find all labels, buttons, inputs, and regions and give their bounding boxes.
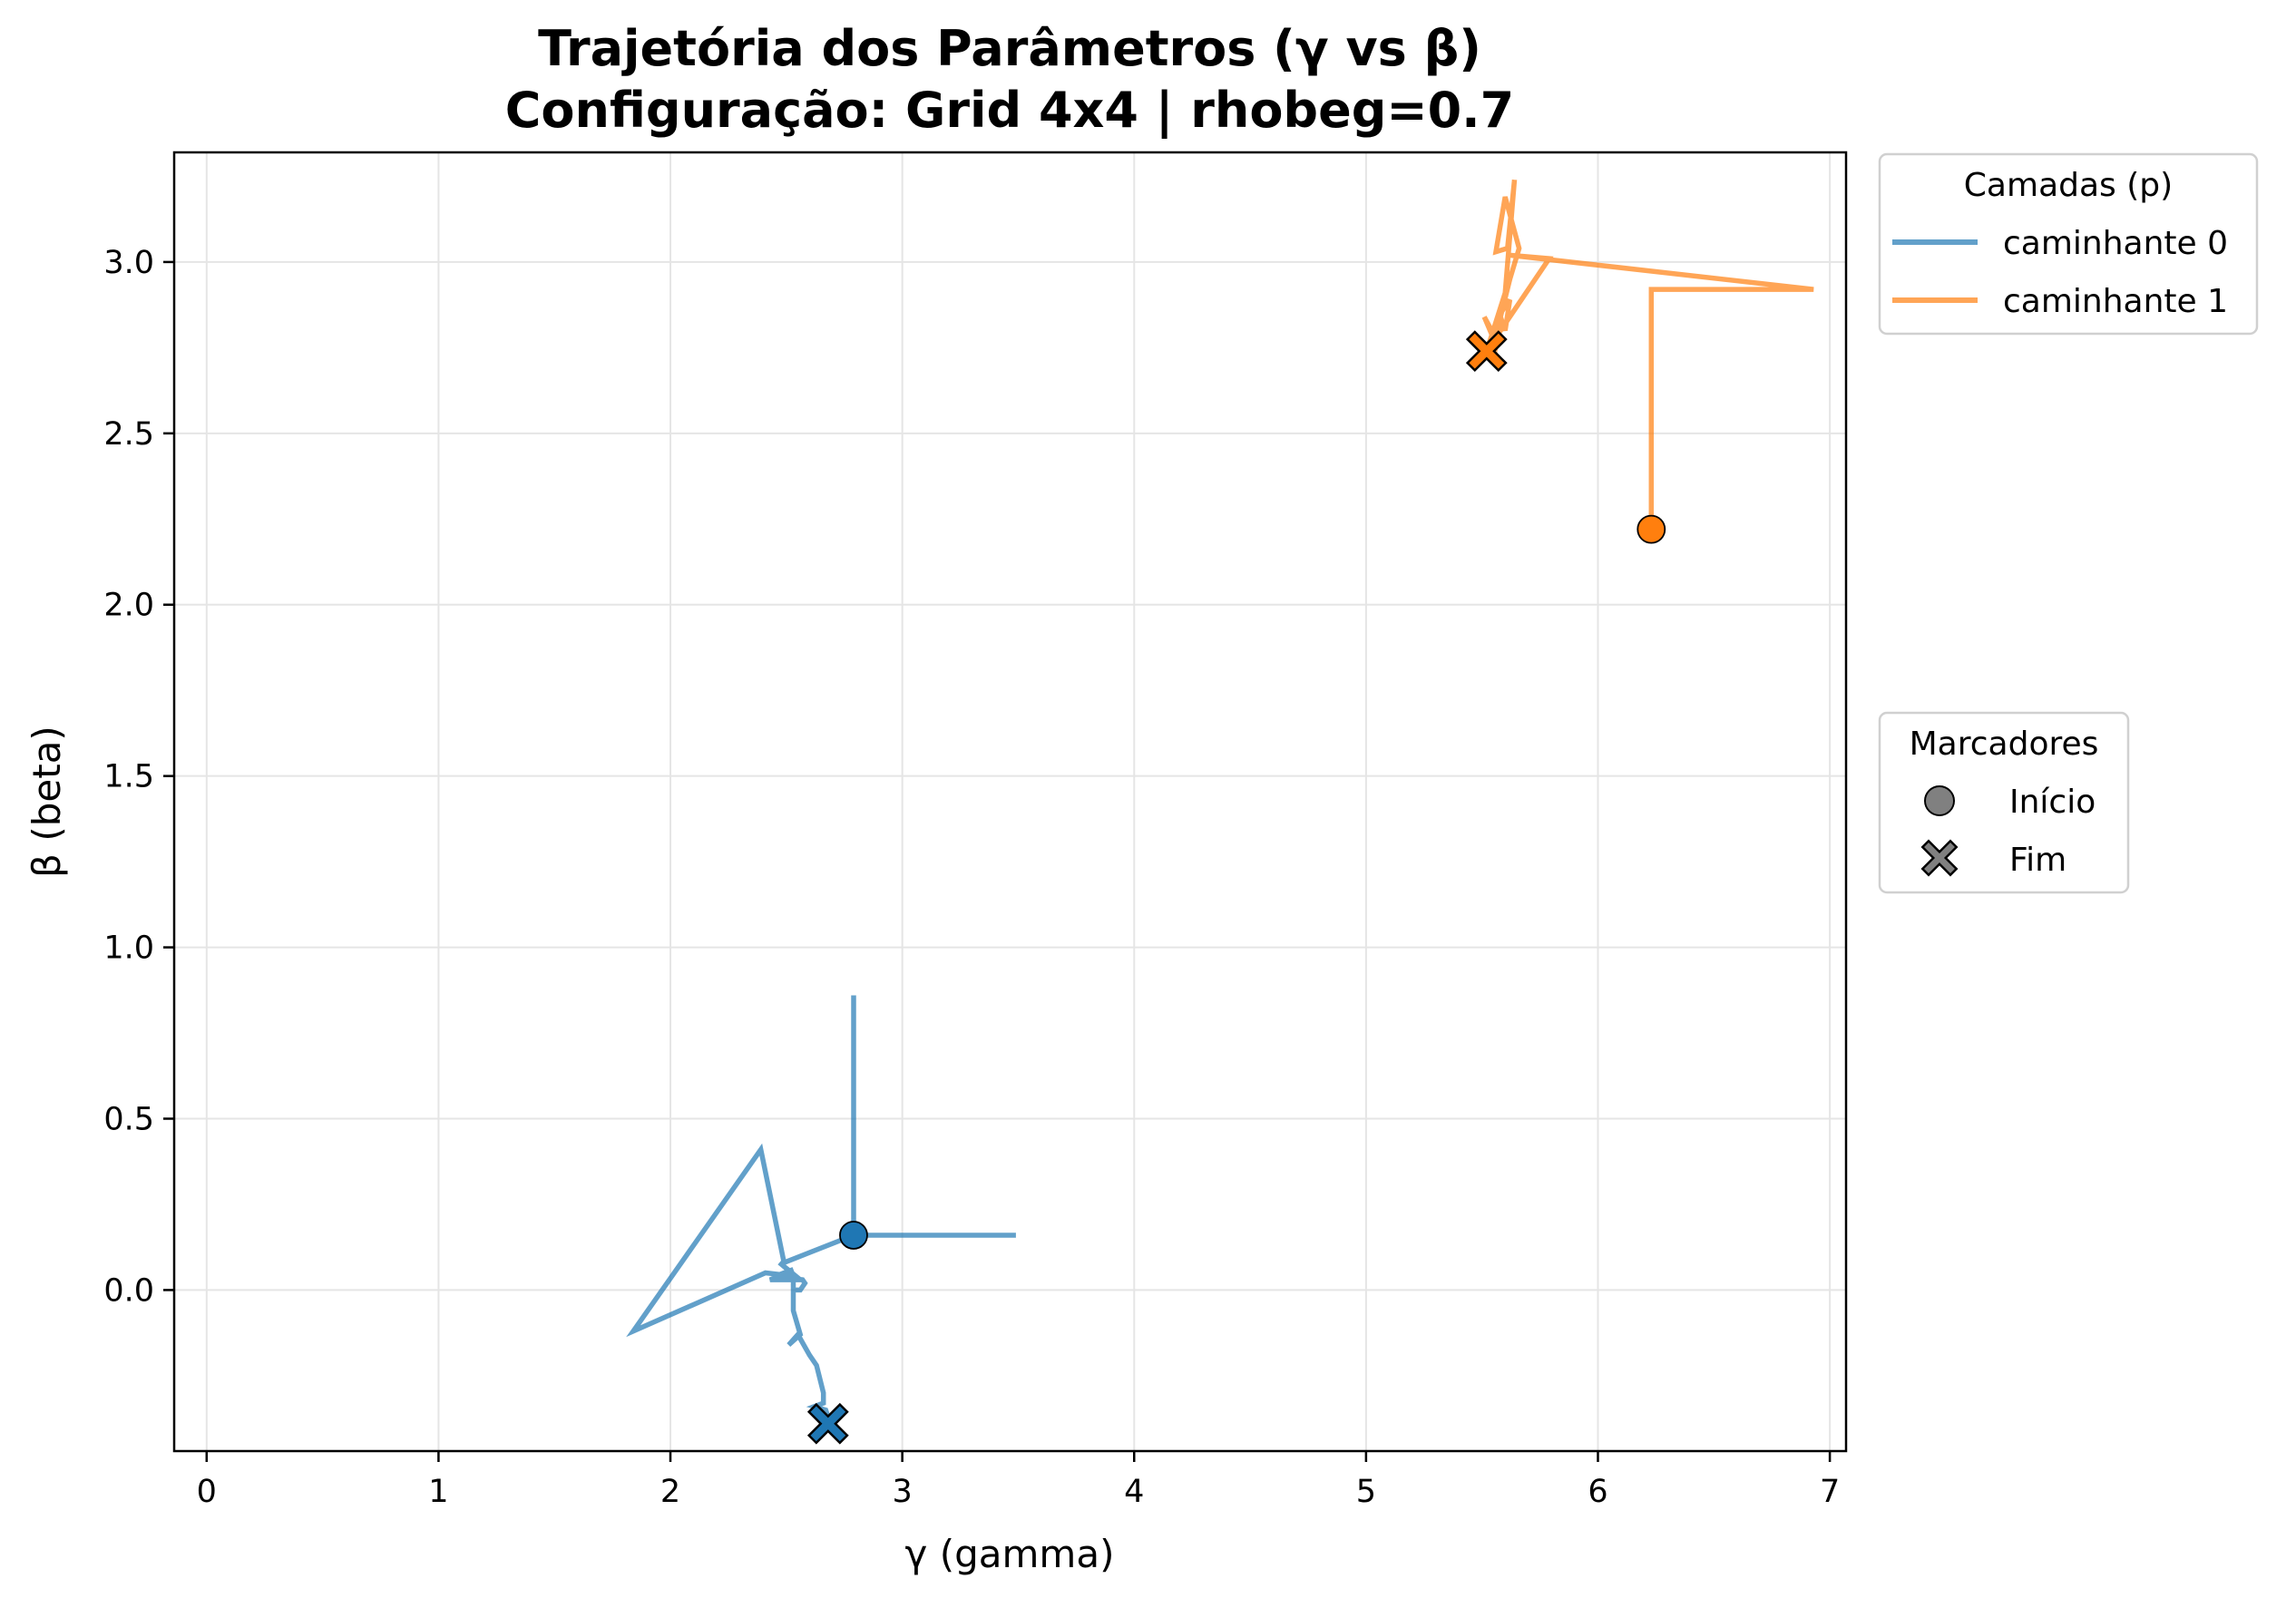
legend-label-end: Fim (2009, 842, 2066, 879)
series-line-0 (626, 995, 1016, 1424)
x-tick-label: 5 (1356, 1474, 1376, 1510)
y-tick-label: 3.0 (103, 245, 154, 281)
series-legend: Camadas (p) caminhante 0 caminhante 1 (1878, 152, 2259, 336)
legend-label-start: Início (2009, 784, 2096, 821)
y-tick-label: 2.0 (103, 588, 154, 624)
y-tick-label: 2.5 (103, 416, 154, 453)
grid (174, 152, 1846, 1451)
chart-title: Trajetória dos Parâmetros (γ vs β) (538, 20, 1481, 77)
markers-legend-box (1878, 711, 2130, 894)
axis-ticks: 0 1 2 3 4 5 6 7 0.0 0.5 1.0 1.5 2.0 2.5 3.0 (103, 245, 1840, 1510)
chart-subtitle: Configuração: Grid 4x4 | rhobeg=0.7 (505, 82, 1515, 139)
series-markers (806, 330, 1666, 1445)
end-marker-0 (810, 1406, 846, 1442)
x-tick-label: 6 (1588, 1474, 1607, 1510)
x-tick-label: 2 (660, 1474, 680, 1510)
plot-frame (172, 151, 1848, 1453)
y-tick-label: 1.5 (103, 759, 154, 795)
end-marker-1 (1469, 333, 1505, 369)
start-marker-0 (839, 1221, 868, 1250)
x-tick-label: 1 (428, 1474, 448, 1510)
y-tick-label: 0.5 (103, 1101, 154, 1137)
x-tick-label: 4 (1124, 1474, 1144, 1510)
legend-start-circle-marker (1924, 785, 1955, 816)
legend-label-series-1: caminhante 1 (2003, 283, 2228, 320)
markers-legend-title: Marcadores (1910, 726, 2099, 763)
x-axis-label: γ (gamma) (905, 1532, 1115, 1576)
y-tick-label: 1.0 (103, 931, 154, 967)
x-tick-label: 3 (892, 1474, 912, 1510)
y-tick-label: 0.0 (103, 1272, 154, 1309)
series-line-1 (1481, 179, 1814, 530)
legend-label-series-0: caminhante 0 (2003, 225, 2228, 262)
start-marker-1 (1637, 514, 1666, 544)
series-legend-title: Camadas (p) (1964, 167, 2173, 204)
markers-legend: Marcadores Início Fim (1878, 711, 2130, 894)
series-legend-box (1878, 152, 2259, 336)
series-lines (626, 179, 1814, 1424)
legend-end-x-marker (1924, 843, 1955, 873)
y-axis-label: β (beta) (24, 726, 69, 878)
x-tick-label: 0 (197, 1474, 217, 1510)
x-tick-label: 7 (1820, 1474, 1840, 1510)
